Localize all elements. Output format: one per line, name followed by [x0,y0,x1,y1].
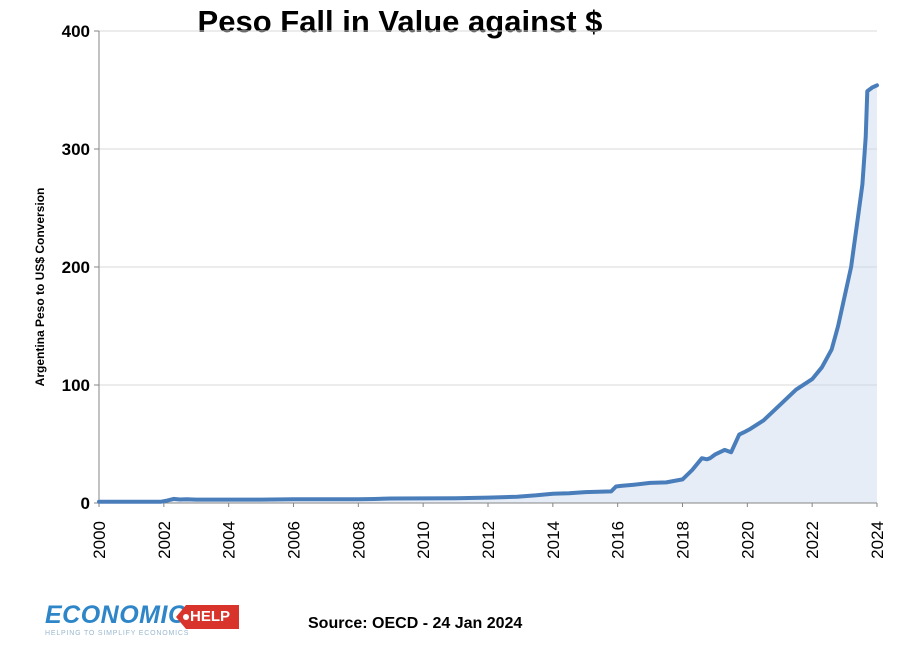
x-tick-label: 2014 [544,521,563,559]
y-tick-label: 300 [62,140,90,159]
x-tick-label: 2022 [803,521,822,559]
chart-title: Peso Fall in Value against $ [197,4,603,39]
x-tick-label: 2010 [414,521,433,559]
x-tick-label: 2008 [349,521,368,559]
y-axis-title: Argentina Peso to US$ Conversion [33,188,47,387]
series-line-layer [97,83,879,504]
x-tick-label: 2016 [609,521,628,559]
x-tick-label: 2006 [285,521,304,559]
source-note: Source: OECD - 24 Jan 2024 [308,615,523,632]
logo-tag: HELP [176,605,240,629]
y-tick-label: 400 [62,22,90,41]
logo-word: ECONOMICS [45,601,204,629]
area-fill [99,85,877,504]
x-tick-label: 2004 [220,521,239,559]
economics-help-logo: ECONOMICS HELP HELPING TO SIMPLIFY ECONO… [45,597,240,645]
x-tick-label: 2002 [155,521,174,559]
logo-slogan: HELPING TO SIMPLIFY ECONOMICS [45,630,190,637]
y-tick-label: 0 [81,494,90,513]
gridlines [99,30,877,386]
y-tick-label: 100 [62,376,90,395]
y-tick-label: 200 [62,258,90,277]
x-tick-label: 2012 [479,521,498,559]
x-tick-label: 2020 [738,521,757,559]
series-area [99,85,877,504]
x-tick-label: 2024 [868,521,887,559]
x-tick-label: 2018 [674,521,693,559]
axes [94,30,878,507]
axis-labels: 0 100 200 300 400 2000 2002 2004 2006 2008 2010 201… [33,22,887,559]
x-tick-label: 2000 [90,521,109,559]
